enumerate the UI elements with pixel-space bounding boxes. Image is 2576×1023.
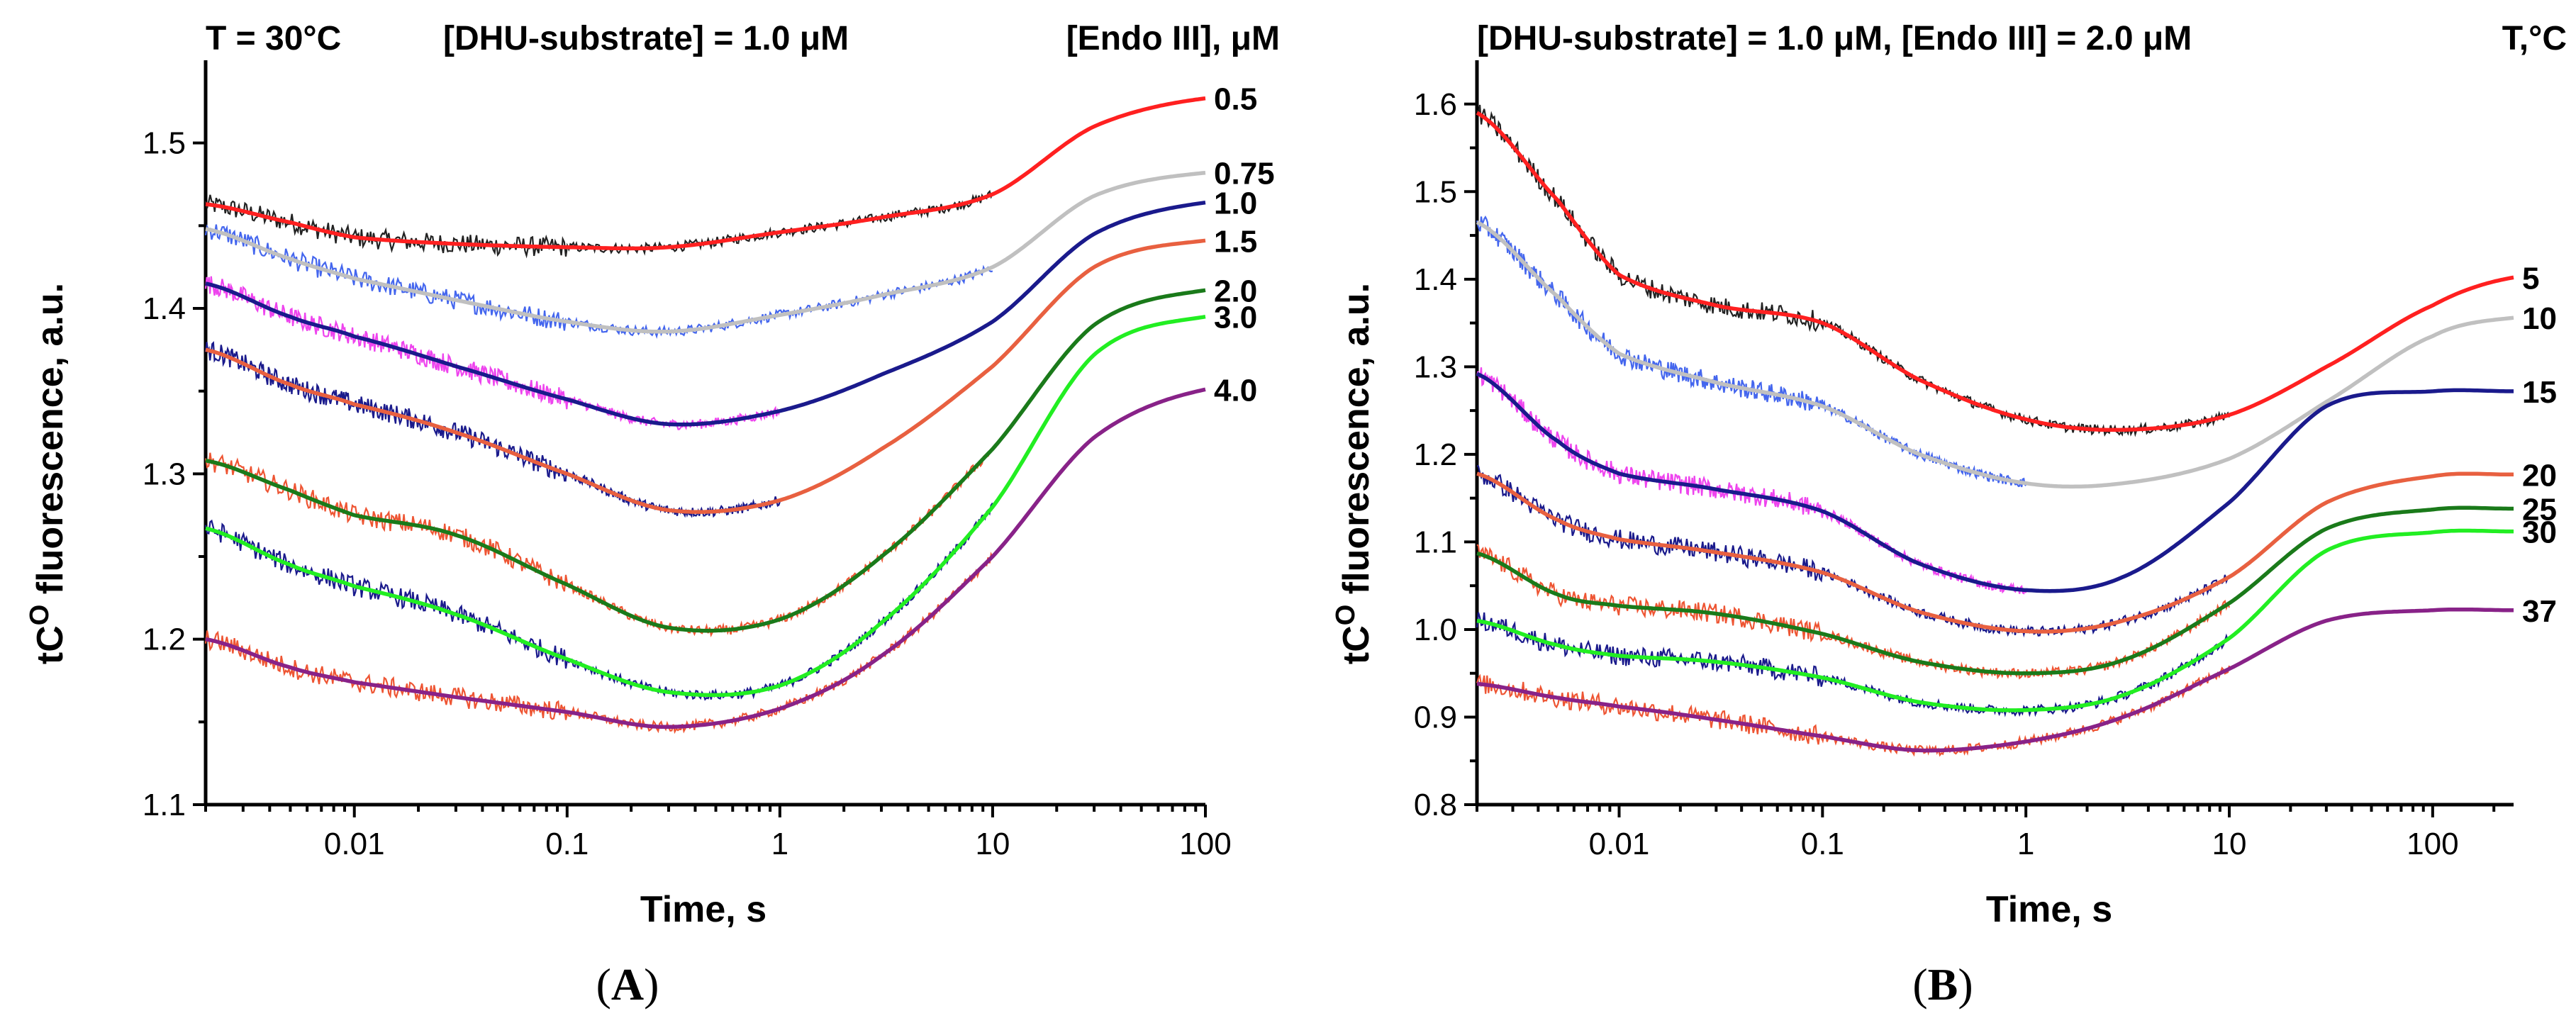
panel-a-header-right: [Endo III], μM bbox=[1066, 20, 1280, 57]
panel-b-fit-curve-30 bbox=[1476, 528, 2514, 712]
panel-a-series-label: 4.0 bbox=[1214, 373, 1257, 408]
panel-b-ylabel-prefix: tC bbox=[1336, 625, 1377, 664]
panel-b-data-trace-15 bbox=[1476, 367, 2027, 595]
panel-b: [DHU-substrate] = 1.0 μM, [Endo III] = 2… bbox=[1331, 20, 2567, 1010]
panel-b-y-tick-label: 0.8 bbox=[1414, 788, 1457, 822]
panel-a-data-trace-4.0 bbox=[204, 552, 993, 734]
panel-a-letter: A bbox=[611, 959, 644, 1010]
panel-a-y-tick-label: 1.4 bbox=[143, 291, 186, 326]
panel-b-series-label: 5 bbox=[2522, 261, 2539, 296]
panel-b-series-label: 20 bbox=[2522, 458, 2557, 493]
panel-b-x-tick-label: 1 bbox=[2017, 827, 2034, 861]
panel-a-ylabel-superscript: O bbox=[25, 605, 55, 626]
panel-a-series-label: 1.0 bbox=[1214, 186, 1257, 221]
panel-a-ylabel-suffix: fluorescence, a.u. bbox=[30, 283, 71, 605]
panel-a-x-tick-label: 100 bbox=[1179, 827, 1231, 861]
panel-a-y-tick-label: 1.1 bbox=[143, 788, 186, 822]
panel-b-fit-curve-10 bbox=[1476, 220, 2514, 489]
panel-b-series-label: 37 bbox=[2522, 594, 2557, 629]
panel-b-y-tick-label: 0.9 bbox=[1414, 700, 1457, 734]
panel-b-series-label: 25 bbox=[2522, 492, 2557, 527]
panel-b-x-tick-label: 0.01 bbox=[1589, 827, 1650, 861]
panel-a-series-label: 0.75 bbox=[1214, 157, 1275, 191]
panel-a-y-tick-label: 1.3 bbox=[143, 457, 186, 491]
panel-b-data-trace-10 bbox=[1476, 216, 2027, 488]
panel-b-label: (B) bbox=[1912, 959, 1973, 1010]
panel-b-y-axis-title: tCO fluorescence, a.u. bbox=[1331, 283, 1377, 664]
panel-b-data-trace-25 bbox=[1476, 544, 2231, 680]
panel-b-letter: B bbox=[1928, 959, 1958, 1010]
panel-b-header-left: [DHU-substrate] = 1.0 μM, [Endo III] = 2… bbox=[1477, 20, 2192, 57]
panel-b-y-tick-label: 1.6 bbox=[1414, 87, 1457, 122]
panel-a-fit-curve-2.0 bbox=[205, 288, 1206, 633]
panel-b-x-axis-title: Time, s bbox=[1986, 889, 2112, 930]
panel-a-x-axis-title: Time, s bbox=[640, 889, 766, 930]
panel-a-data-trace-1.0 bbox=[204, 276, 781, 430]
panel-a-fit-curve-3.0 bbox=[205, 314, 1206, 698]
panel-a-plot-area: 1.11.21.31.41.50.01 0.1 1 10 1000.50.751.01.… bbox=[143, 60, 1275, 861]
panel-a-x-tick-label: 0.1 bbox=[545, 827, 589, 861]
panel-a: T = 30°C [DHU-substrate] = 1.0 μM [Endo … bbox=[25, 20, 1280, 1010]
panel-a-fit-curve-0.75 bbox=[205, 170, 1206, 334]
panel-b-y-tick-label: 1.2 bbox=[1414, 437, 1457, 472]
panel-b-ylabel-superscript: O bbox=[1331, 605, 1361, 626]
panel-b-series-label: 15 bbox=[2522, 375, 2557, 410]
panel-a-x-tick-label: 1 bbox=[771, 827, 788, 861]
panel-b-y-tick-label: 1.1 bbox=[1414, 525, 1457, 559]
panel-a-fit-curve-0.5 bbox=[205, 96, 1206, 251]
panel-b-fit-curve-15 bbox=[1476, 371, 2514, 593]
panel-b-y-tick-label: 1.4 bbox=[1414, 262, 1457, 297]
panel-b-ylabel-suffix: fluorescence, a.u. bbox=[1336, 283, 1377, 605]
panel-b-series-label: 10 bbox=[2522, 301, 2557, 336]
panel-b-fit-curve-37 bbox=[1476, 607, 2514, 753]
panel-a-series-label: 0.5 bbox=[1214, 82, 1257, 117]
panel-a-fit-curve-4.0 bbox=[205, 387, 1206, 729]
panel-b-x-tick-label: 0.1 bbox=[1801, 827, 1844, 861]
panel-b-x-tick-label: 100 bbox=[2407, 827, 2458, 861]
panel-b-plot-area: 0.8 0.9 1.0 1.1 1.2 1.3 1.4 1.5 1.6 0.01 0.1 1 10 100… bbox=[1414, 60, 2557, 861]
panel-a-y-tick-label: 1.2 bbox=[143, 622, 186, 657]
panel-a-data-trace-0.75 bbox=[204, 224, 993, 339]
panel-a-header-left: T = 30°C bbox=[206, 20, 341, 57]
panel-a-x-tick-label: 10 bbox=[975, 827, 1010, 861]
panel-a-header-center: [DHU-substrate] = 1.0 μM bbox=[443, 20, 849, 57]
panel-a-x-tick-label: 0.01 bbox=[324, 827, 385, 861]
panel-b-fit-curve-20 bbox=[1476, 471, 2514, 634]
panel-a-y-tick-label: 1.5 bbox=[143, 126, 186, 161]
panel-a-series-label: 3.0 bbox=[1214, 301, 1257, 335]
panel-a-data-trace-2.0 bbox=[204, 448, 993, 637]
panel-a-fit-curve-1.0 bbox=[205, 200, 1206, 427]
panel-b-x-tick-label: 10 bbox=[2212, 827, 2247, 861]
panel-b-series-label: 30 bbox=[2522, 515, 2557, 550]
panel-a-y-axis-title: tCO fluorescence, a.u. bbox=[25, 283, 71, 664]
panel-b-y-tick-label: 1.3 bbox=[1414, 350, 1457, 384]
panel-a-ylabel-prefix: tC bbox=[30, 625, 71, 664]
panel-b-header-right: T,°C bbox=[2502, 20, 2567, 57]
panel-b-y-tick-label: 1.5 bbox=[1414, 174, 1457, 209]
panel-a-series-label: 2.0 bbox=[1214, 274, 1257, 308]
panel-b-data-trace-5 bbox=[1476, 104, 2231, 437]
panel-b-fit-curve-25 bbox=[1476, 505, 2514, 676]
panel-a-label: (A) bbox=[596, 959, 659, 1010]
panel-a-series-label: 1.5 bbox=[1214, 224, 1257, 259]
panel-a-fit-curve-1.5 bbox=[205, 238, 1206, 514]
panel-b-fit-curve-5 bbox=[1476, 111, 2514, 432]
panel-b-y-tick-label: 1.0 bbox=[1414, 613, 1457, 647]
